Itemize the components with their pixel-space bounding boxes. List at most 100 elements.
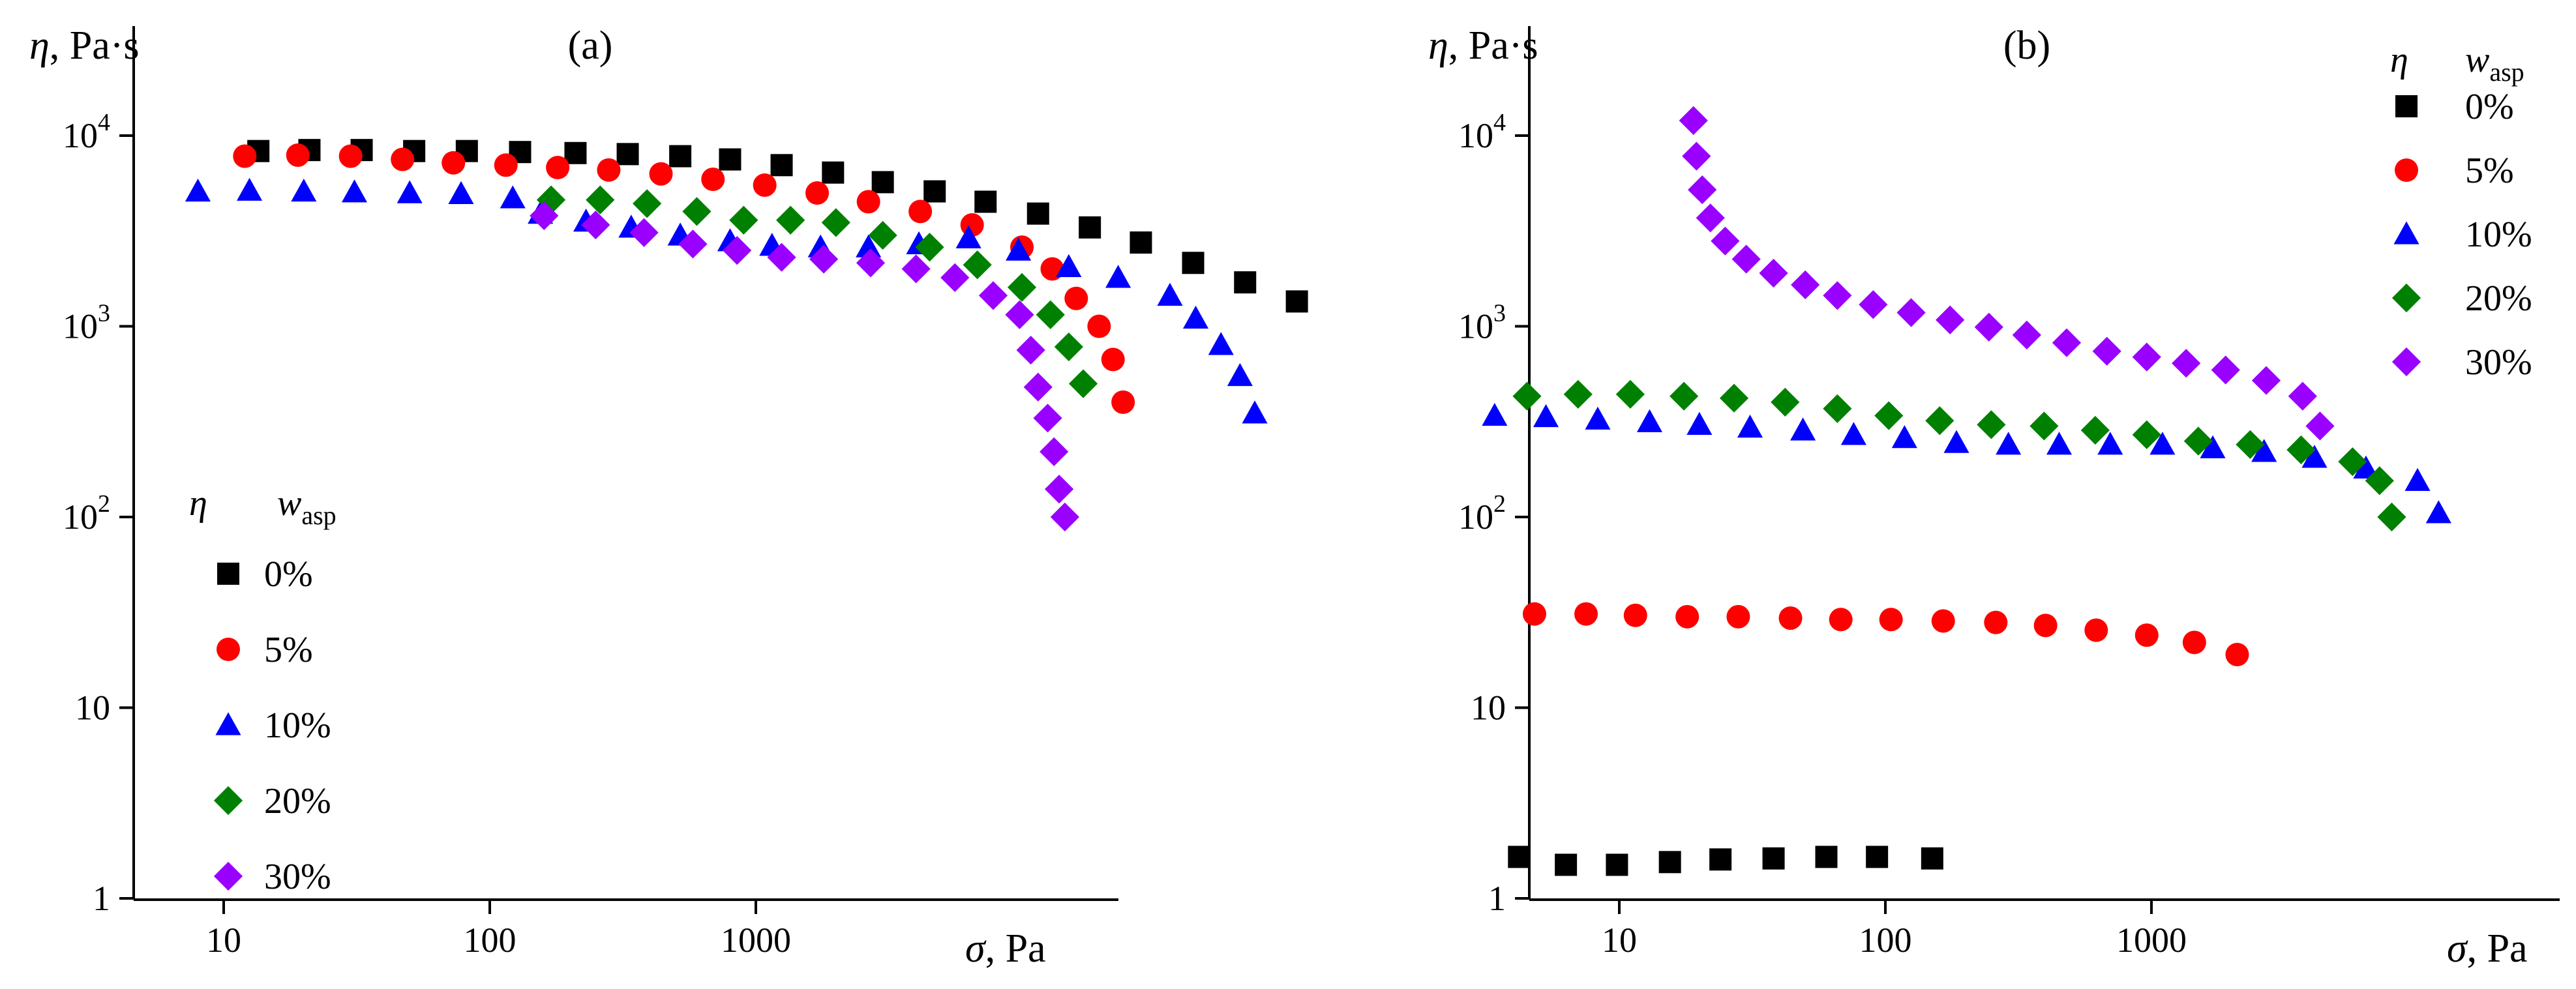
y-tick-label: 103	[63, 300, 110, 346]
data-point	[1771, 387, 1800, 417]
data-point	[1778, 606, 1803, 630]
data-point	[1658, 851, 1681, 874]
y-axis-label: η, Pa·s	[1428, 23, 1538, 68]
data-point	[1829, 608, 1853, 632]
data-point	[629, 218, 659, 247]
series-a-10pct	[185, 177, 1268, 424]
x-tick-label: 10	[206, 921, 241, 960]
data-point	[1574, 602, 1598, 626]
data-point	[2092, 336, 2121, 366]
data-point	[2251, 366, 2281, 395]
data-point	[1111, 390, 1135, 414]
data-point	[1791, 270, 1820, 299]
y-tick-label: 103	[1458, 300, 1506, 346]
legend-marker	[2391, 347, 2421, 377]
data-point	[2080, 415, 2110, 445]
data-point	[1974, 312, 2003, 342]
y-tick-label: 10	[75, 688, 110, 728]
y-tick-label: 1	[93, 879, 110, 918]
legend-entry-label: 10%	[264, 705, 331, 746]
data-point	[2097, 432, 2123, 455]
data-point	[1007, 273, 1037, 302]
data-point	[1036, 300, 1065, 329]
data-point	[822, 161, 845, 184]
data-point	[856, 248, 886, 278]
data-point	[494, 153, 518, 177]
data-point	[2305, 411, 2335, 441]
legend-header-wasp: wasp	[2465, 40, 2524, 87]
data-point	[536, 185, 566, 214]
data-point	[2288, 381, 2317, 411]
data-point	[2286, 435, 2316, 465]
data-point	[701, 168, 725, 192]
legend-marker	[217, 563, 239, 585]
legend-entry-label: 20%	[264, 781, 331, 821]
legend-entry-label: 30%	[2465, 342, 2532, 383]
data-point	[1555, 853, 1578, 876]
data-point	[2132, 420, 2161, 449]
data-point	[1623, 603, 1647, 627]
data-point	[1157, 282, 1183, 306]
data-point	[678, 229, 708, 259]
data-point	[1130, 231, 1152, 254]
x-tick-label: 1000	[721, 921, 791, 960]
data-point	[1731, 244, 1761, 274]
data-point	[233, 144, 257, 168]
data-point	[1921, 847, 1943, 870]
data-point	[2132, 342, 2161, 372]
data-point	[1759, 258, 1788, 288]
panel-a-viscosity-chart: 10 100 1000 1 10 102 103 104 η, Pa·s σ, Pa (a) η was…	[29, 23, 1308, 971]
data-point	[1762, 847, 1785, 870]
y-tick-label: 102	[1458, 490, 1506, 537]
x-axis-label: σ, Pa	[965, 926, 1046, 971]
data-point	[1936, 305, 1965, 334]
data-point	[1016, 335, 1045, 365]
data-point	[719, 148, 741, 171]
data-point	[805, 181, 830, 205]
data-point	[1044, 475, 1074, 504]
series-a-20pct	[536, 185, 1098, 398]
legend-header-eta: η	[2390, 40, 2408, 80]
data-point	[1977, 410, 2006, 439]
data-point	[1719, 383, 1749, 413]
data-point	[1033, 404, 1062, 433]
data-point	[1688, 175, 1717, 205]
data-point	[1606, 853, 1628, 876]
data-point	[1859, 290, 1888, 319]
y-tick-label: 10	[1471, 688, 1506, 728]
data-point	[1026, 202, 1049, 225]
data-point	[1686, 411, 1713, 435]
data-point	[978, 281, 1008, 310]
data-point	[397, 180, 423, 203]
data-point	[1726, 604, 1750, 628]
data-point	[1054, 332, 1083, 362]
data-point	[1068, 369, 1098, 398]
x-axis-label: σ, Pa	[2447, 926, 2528, 971]
data-point	[729, 205, 758, 235]
data-point	[955, 225, 981, 248]
data-point	[1896, 298, 1926, 327]
data-point	[1234, 271, 1257, 294]
legend-header-eta: η	[189, 483, 207, 524]
data-point	[1615, 379, 1645, 409]
data-point	[1006, 237, 1032, 261]
data-point	[1105, 265, 1131, 288]
legend-entry-label: 30%	[264, 857, 331, 897]
data-point	[530, 201, 559, 231]
data-point	[2425, 500, 2451, 524]
data-point	[915, 233, 944, 262]
x-tick-label: 10	[1602, 921, 1637, 960]
data-point	[809, 244, 839, 274]
data-point	[2404, 467, 2431, 491]
data-point	[341, 179, 368, 203]
data-point	[1512, 381, 1542, 411]
data-point	[597, 158, 621, 182]
data-point	[1079, 216, 1101, 239]
data-point	[1696, 203, 1725, 233]
data-point	[2377, 502, 2406, 532]
data-point	[1874, 401, 1904, 430]
x-tick-label: 100	[464, 921, 517, 960]
data-point	[2134, 623, 2159, 647]
data-point	[1227, 362, 1253, 387]
